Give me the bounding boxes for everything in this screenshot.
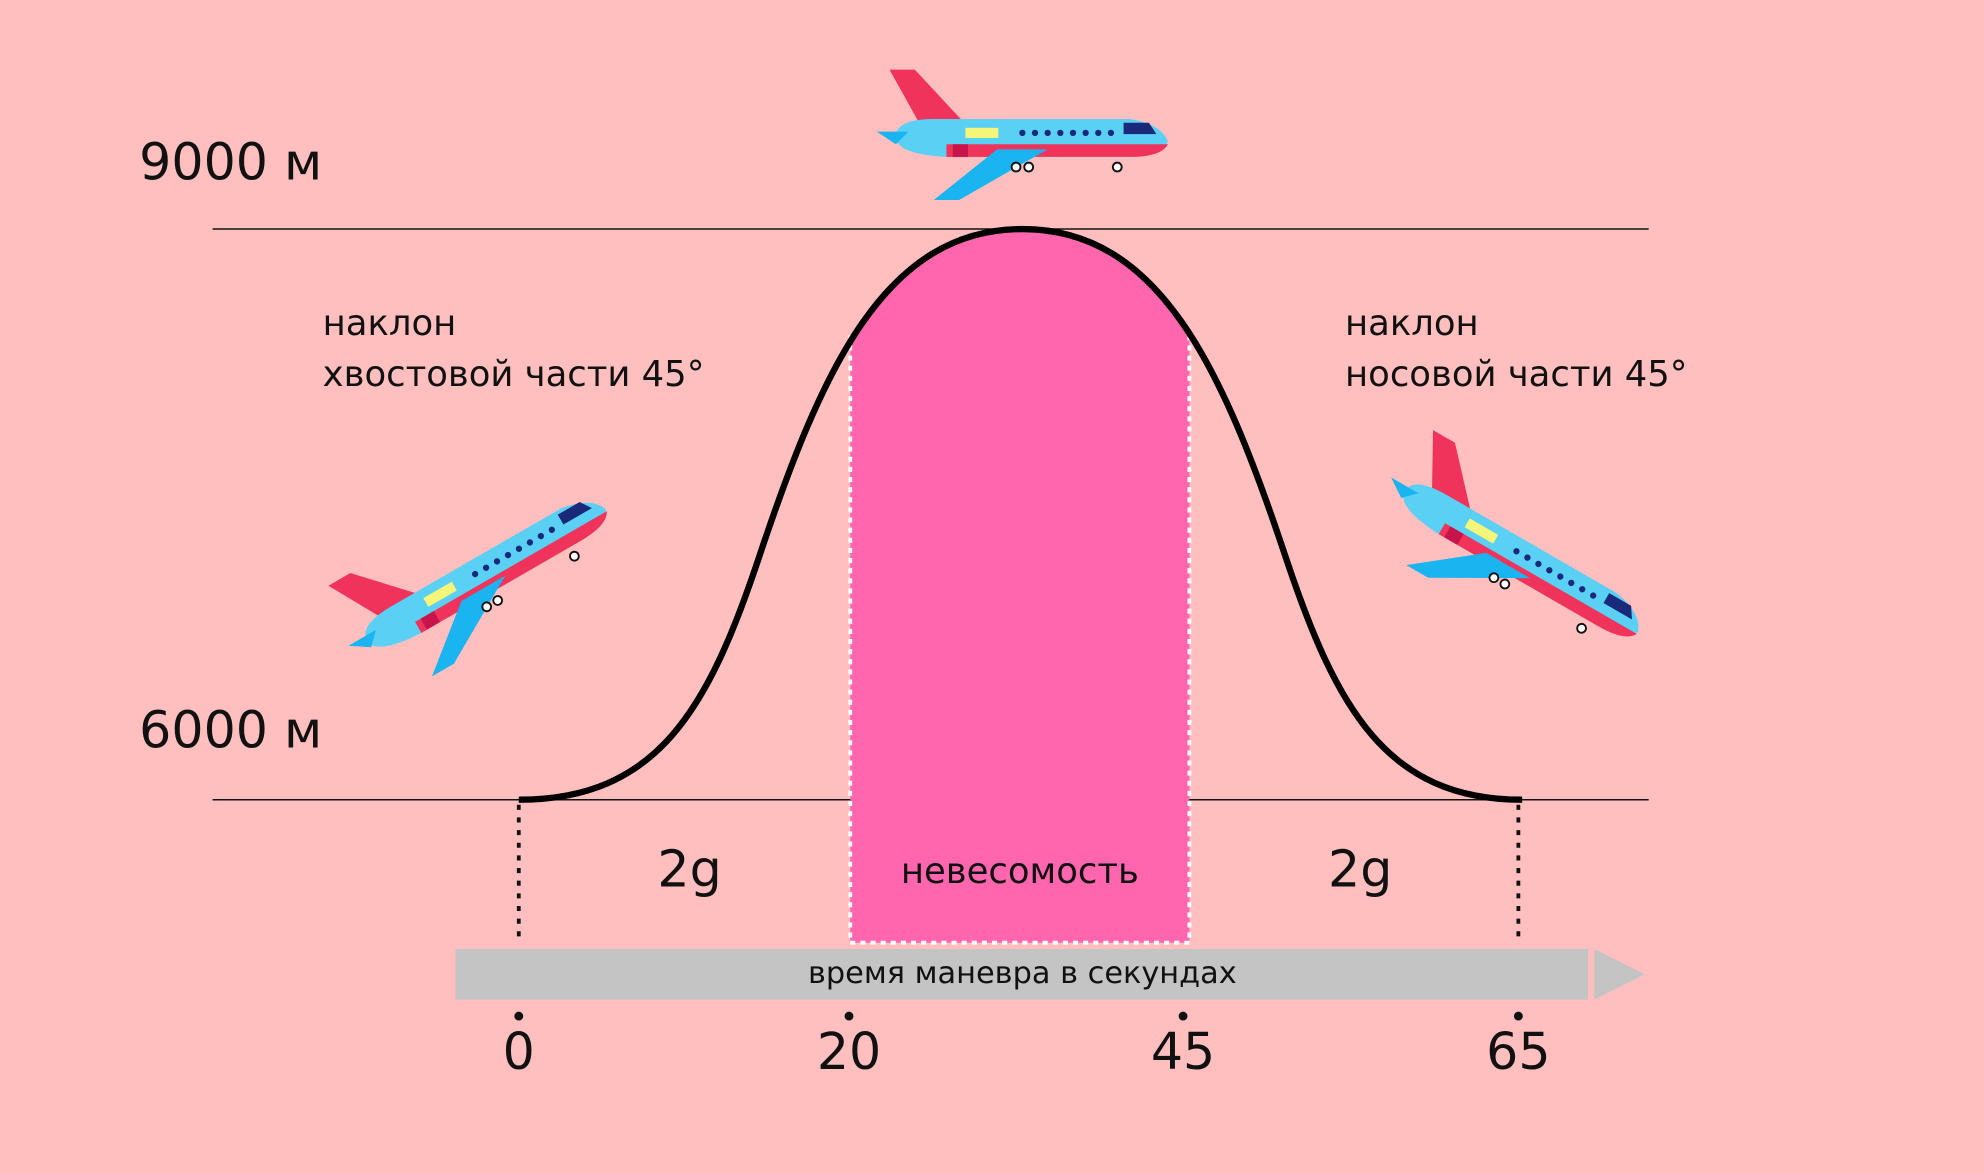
phase-label: 2g: [1328, 840, 1392, 899]
weightless-zone: [850, 229, 1190, 943]
trajectory: [518, 225, 1523, 803]
timeline-bar: [455, 949, 1588, 1000]
timeline-label: время маневра в секундах: [808, 956, 1237, 991]
tick-label: 0: [503, 1022, 535, 1081]
plane-top: [875, 68, 1169, 201]
tick-dot: [1513, 1011, 1523, 1021]
plane-left: [316, 445, 636, 706]
phase-label: невесомость: [901, 851, 1139, 892]
altitude-label: 9000 м: [139, 132, 322, 191]
annotation: хвостовой части 45°: [323, 354, 705, 395]
tick-dot: [1178, 1011, 1188, 1021]
tick-dot: [514, 1011, 524, 1021]
tick-label: 45: [1151, 1022, 1215, 1081]
annotation: наклон: [1345, 303, 1479, 344]
tick-dot: [844, 1011, 854, 1021]
tick-label: 65: [1486, 1022, 1550, 1081]
annotation: носовой части 45°: [1345, 354, 1687, 395]
phase-label: 2g: [657, 840, 721, 899]
annotation: наклон: [323, 303, 457, 344]
tick-dots: [514, 1011, 1523, 1021]
plane-right: [1355, 422, 1676, 684]
altitude-label: 6000 м: [139, 700, 322, 759]
tick-label: 20: [817, 1022, 881, 1081]
zone-border: [848, 335, 1192, 945]
timeline-arrow: [1594, 949, 1645, 1000]
